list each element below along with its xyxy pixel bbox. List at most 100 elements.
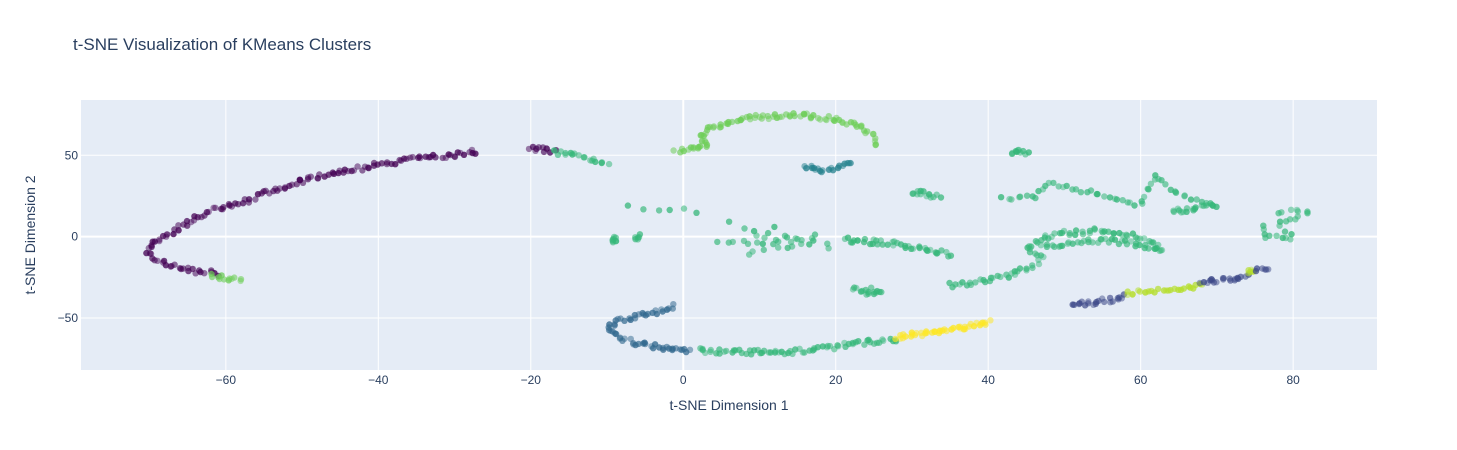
scatter-point[interactable] (466, 149, 473, 156)
scatter-point[interactable] (1145, 186, 1152, 193)
scatter-point[interactable] (760, 347, 768, 354)
scatter-point[interactable] (849, 286, 857, 293)
scatter-point[interactable] (700, 132, 707, 140)
scatter-point[interactable] (415, 154, 422, 161)
scatter-point[interactable] (649, 309, 656, 316)
scatter-point[interactable] (1077, 189, 1085, 196)
scatter-point[interactable] (658, 306, 665, 313)
scatter-point[interactable] (1150, 239, 1157, 246)
scatter-point[interactable] (632, 236, 639, 243)
scatter-point[interactable] (680, 205, 688, 212)
scatter-point[interactable] (1208, 201, 1216, 209)
scatter-point[interactable] (759, 112, 767, 119)
scatter-point[interactable] (1294, 208, 1302, 215)
scatter-point[interactable] (1064, 240, 1072, 247)
scatter-point[interactable] (1170, 208, 1178, 216)
scatter-point[interactable] (872, 141, 879, 149)
scatter-point[interactable] (314, 175, 322, 182)
scatter-point[interactable] (879, 241, 886, 248)
scatter-point[interactable] (1066, 231, 1073, 239)
scatter-point[interactable] (171, 261, 178, 268)
scatter-point[interactable] (1101, 298, 1108, 306)
scatter-point[interactable] (1055, 183, 1062, 190)
scatter-point[interactable] (1025, 149, 1033, 156)
scatter-point[interactable] (864, 128, 871, 135)
scatter-point[interactable] (212, 204, 219, 211)
scatter-point[interactable] (1126, 199, 1134, 206)
scatter-point[interactable] (1288, 231, 1295, 238)
scatter-point[interactable] (917, 187, 924, 195)
scatter-point[interactable] (749, 248, 756, 255)
scatter-point[interactable] (851, 284, 858, 291)
scatter-point[interactable] (592, 158, 599, 166)
scatter-point[interactable] (902, 333, 909, 340)
scatter-point[interactable] (725, 218, 733, 225)
scatter-point[interactable] (1174, 205, 1182, 212)
scatter-point[interactable] (865, 336, 872, 343)
scatter-point[interactable] (642, 340, 649, 348)
scatter-point[interactable] (916, 244, 923, 252)
scatter-point[interactable] (772, 347, 779, 355)
scatter-point[interactable] (771, 223, 778, 231)
scatter-point[interactable] (655, 207, 663, 214)
scatter-point[interactable] (913, 329, 920, 337)
scatter-point[interactable] (1187, 196, 1195, 203)
scatter-point[interactable] (1045, 235, 1052, 242)
scatter-point[interactable] (1181, 193, 1188, 200)
scatter-point[interactable] (1287, 236, 1294, 243)
scatter-point[interactable] (1152, 245, 1159, 253)
scatter-point[interactable] (1191, 205, 1199, 213)
scatter-point[interactable] (767, 349, 774, 356)
scatter-point[interactable] (1095, 297, 1102, 305)
scatter-point[interactable] (781, 232, 789, 239)
scatter-point[interactable] (730, 347, 738, 354)
scatter-point[interactable] (1136, 288, 1144, 295)
scatter-point[interactable] (1172, 189, 1180, 196)
scatter-point[interactable] (1141, 235, 1148, 242)
scatter-point[interactable] (759, 240, 766, 247)
scatter-point[interactable] (1085, 298, 1092, 305)
scatter-point[interactable] (636, 231, 644, 238)
scatter-point[interactable] (670, 147, 677, 154)
scatter-point[interactable] (839, 162, 847, 170)
scatter-point[interactable] (908, 245, 915, 252)
scatter-point[interactable] (880, 337, 887, 344)
scatter-point[interactable] (445, 151, 452, 158)
plot-area[interactable] (81, 100, 1377, 370)
scatter-point[interactable] (640, 206, 647, 213)
scatter-point[interactable] (1051, 230, 1058, 237)
scatter-point[interactable] (844, 234, 852, 241)
scatter-point[interactable] (1124, 288, 1131, 295)
scatter-point[interactable] (760, 246, 767, 254)
scatter-point[interactable] (1037, 242, 1045, 249)
scatter-point[interactable] (698, 137, 706, 145)
scatter-point[interactable] (359, 167, 366, 174)
scatter-point[interactable] (1101, 193, 1108, 200)
scatter-point[interactable] (551, 147, 558, 154)
scatter-point[interactable] (806, 241, 813, 248)
scatter-point[interactable] (659, 308, 666, 315)
scatter-point[interactable] (237, 276, 245, 283)
scatter-point[interactable] (686, 346, 694, 353)
scatter-point[interactable] (838, 118, 846, 126)
scatter-point[interactable] (1253, 265, 1261, 272)
scatter-point[interactable] (796, 345, 803, 352)
scatter-point[interactable] (321, 173, 328, 180)
scatter-point[interactable] (879, 336, 886, 343)
scatter-point[interactable] (1129, 291, 1136, 298)
scatter-point[interactable] (611, 322, 618, 329)
scatter-point[interactable] (1121, 237, 1129, 244)
scatter-point[interactable] (937, 194, 945, 201)
scatter-point[interactable] (1035, 260, 1043, 268)
scatter-point[interactable] (1105, 228, 1112, 235)
scatter-point[interactable] (860, 238, 868, 246)
scatter-point[interactable] (810, 237, 817, 244)
scatter-point[interactable] (239, 200, 247, 207)
scatter-point[interactable] (1237, 273, 1244, 280)
scatter-point[interactable] (801, 349, 808, 356)
scatter-point[interactable] (729, 238, 736, 246)
scatter-point[interactable] (1220, 275, 1227, 282)
scatter-point[interactable] (1131, 202, 1138, 209)
scatter-point[interactable] (901, 242, 909, 250)
scatter-point[interactable] (1032, 194, 1039, 202)
